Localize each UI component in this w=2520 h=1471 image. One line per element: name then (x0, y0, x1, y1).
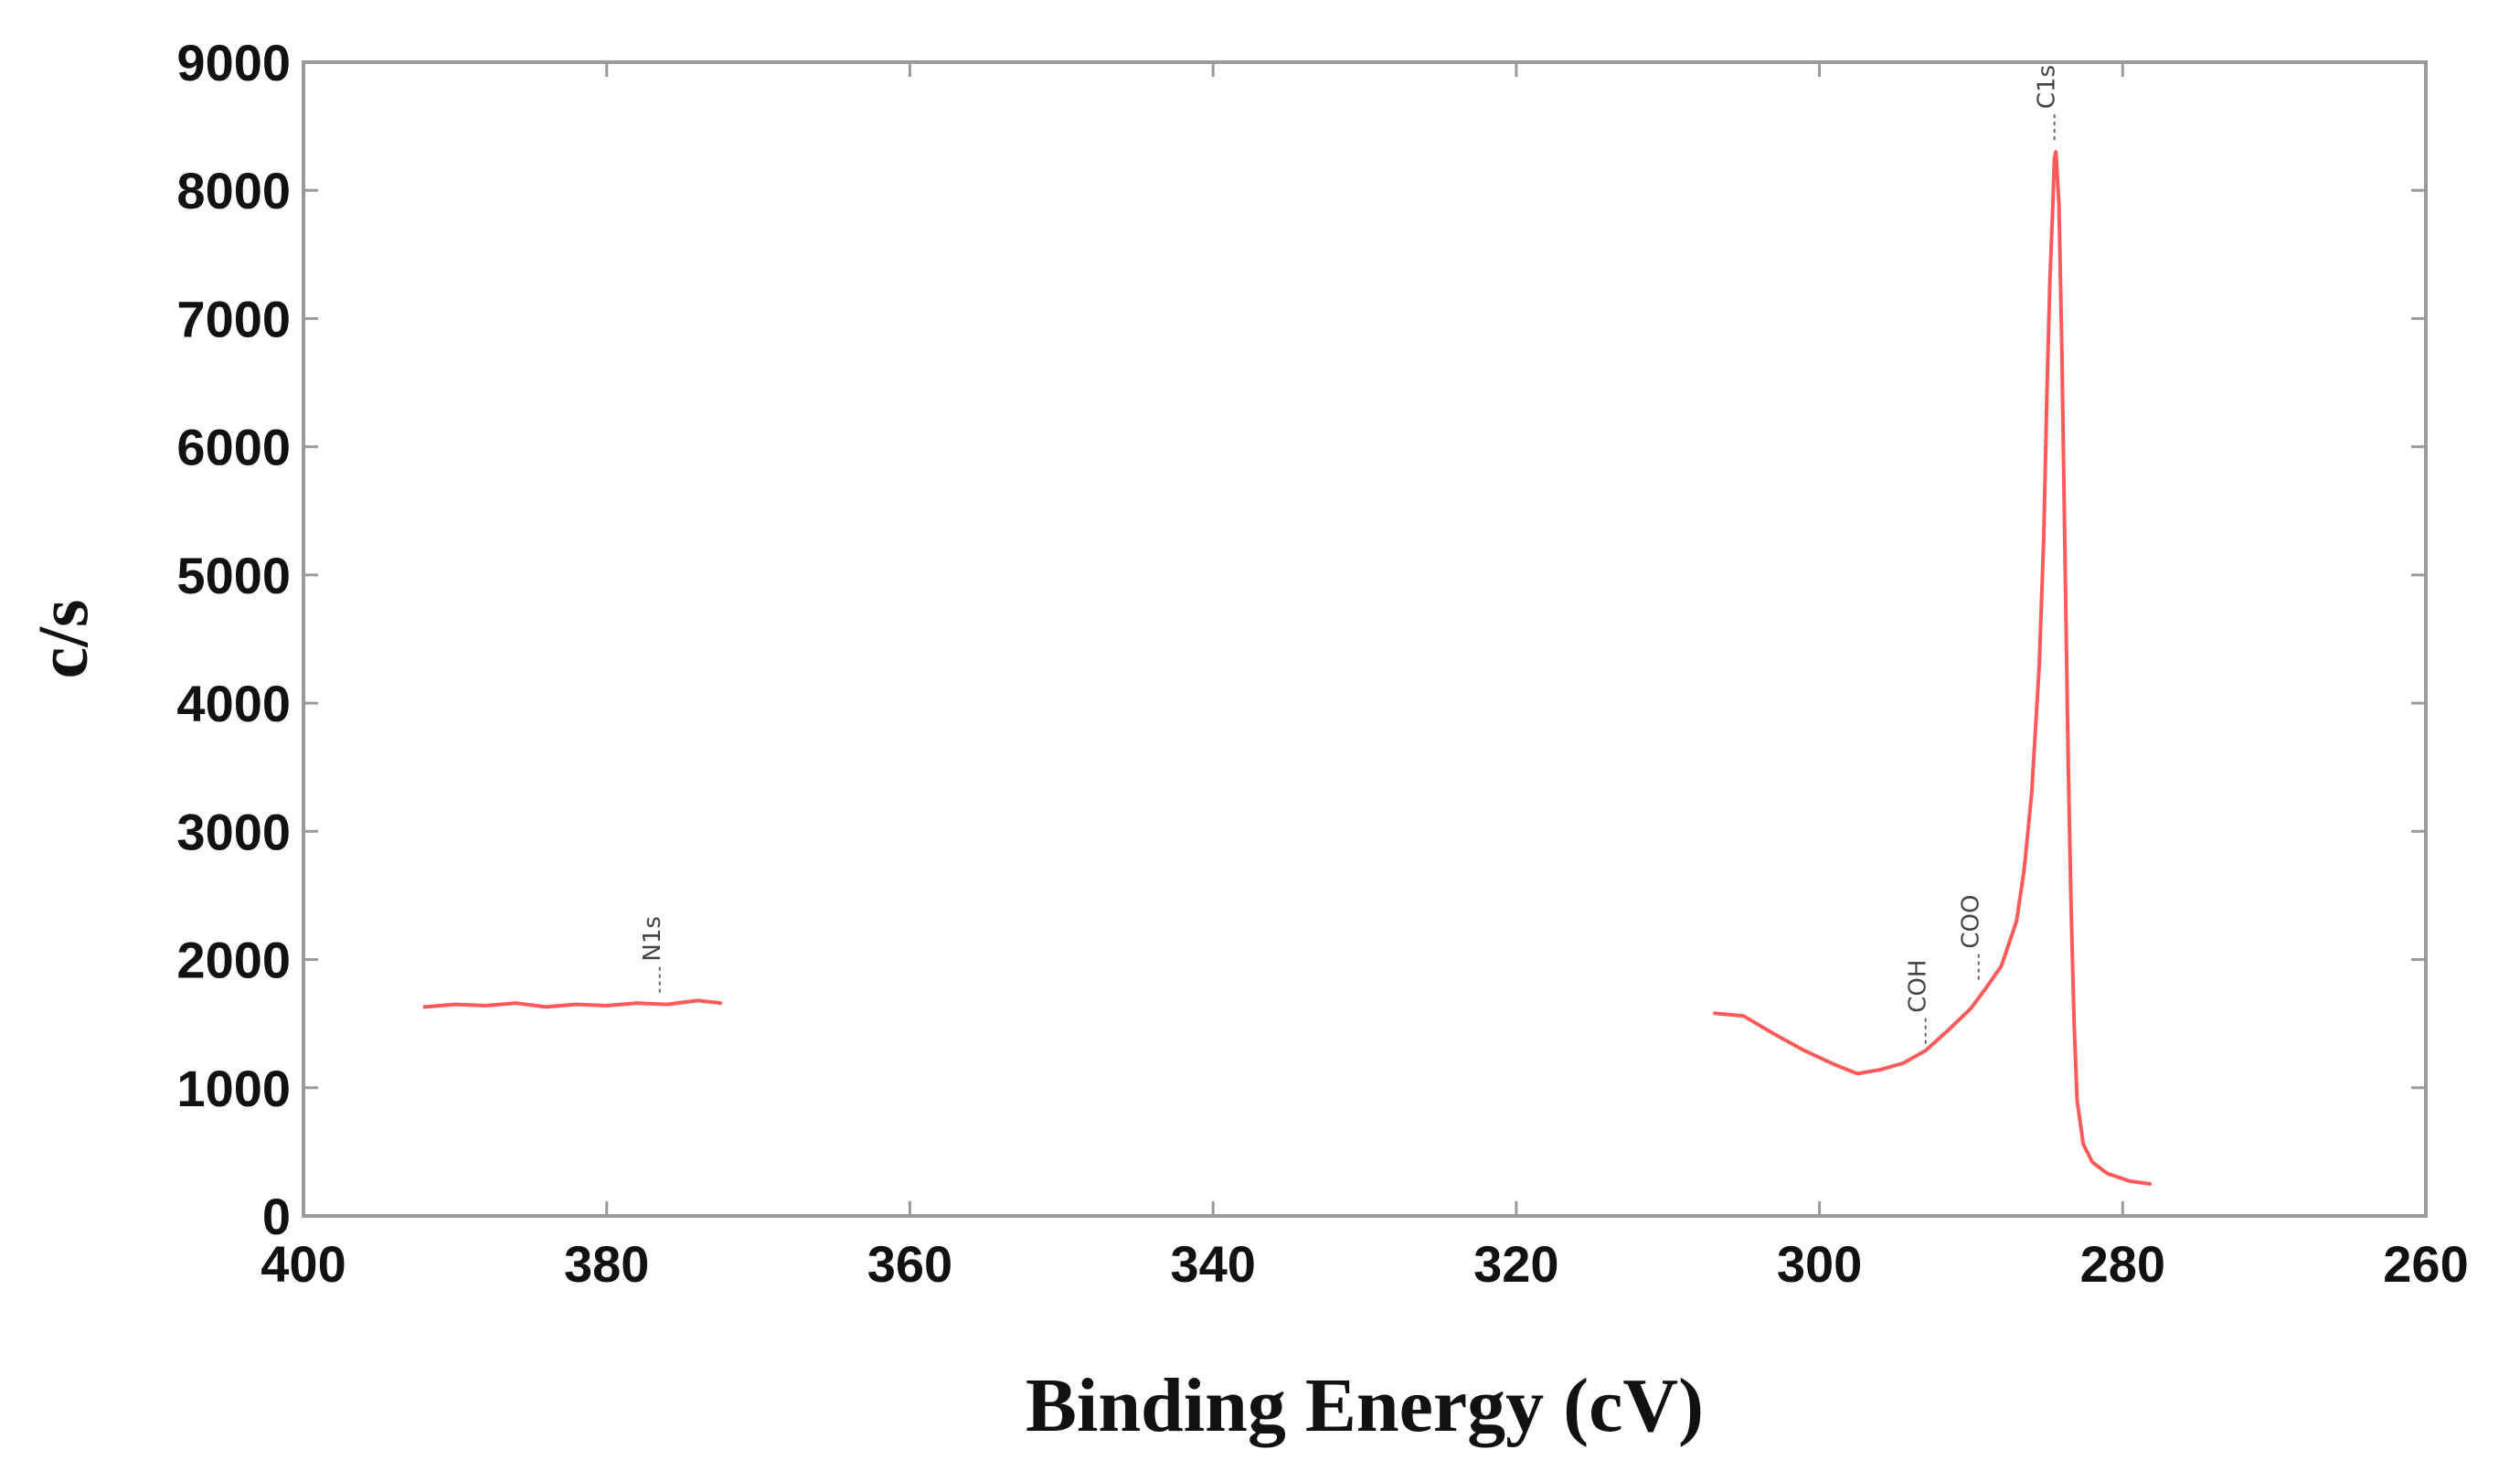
y-tick-label: 0 (262, 1188, 291, 1245)
series-layer (422, 150, 2153, 1186)
peak-annotation: COH (1905, 960, 1932, 1013)
series-line-low (422, 998, 723, 1009)
x-tick-label: 280 (2080, 1235, 2165, 1293)
peak-annotation: N1s (639, 916, 666, 962)
y-tick-label: 8000 (176, 162, 291, 219)
y-tick-label: 7000 (176, 290, 291, 347)
x-axis-label: Binding Energy (cV) (1026, 1363, 1704, 1448)
x-tick-label: 380 (564, 1235, 649, 1293)
series-line-high (1713, 150, 2153, 1186)
peak-annotation: COO (1958, 895, 1985, 949)
annotation-layer: N1s C1s COO COH (639, 65, 2061, 1044)
peak-annotation: C1s (2034, 65, 2061, 109)
x-tick-label: 400 (261, 1235, 346, 1293)
x-tick-label: 300 (1777, 1235, 1862, 1293)
plot-frame (302, 60, 2428, 1218)
y-axis-ticks: 0 1000 2000 3000 4000 5000 6000 7000 8000 9000 (176, 34, 2426, 1245)
x-tick-label: 360 (867, 1235, 952, 1293)
x-axis-ticks: 400 380 360 340 320 300 280 260 (261, 62, 2469, 1293)
y-tick-label: 2000 (176, 932, 291, 989)
y-tick-label: 1000 (176, 1060, 291, 1117)
x-tick-label: 340 (1170, 1235, 1255, 1293)
x-tick-label: 260 (2383, 1235, 2468, 1293)
y-axis-label: c/s (23, 600, 102, 679)
y-tick-label: 3000 (176, 803, 291, 860)
y-tick-label: 5000 (176, 547, 291, 604)
y-tick-label: 9000 (176, 34, 291, 91)
y-tick-label: 6000 (176, 419, 291, 476)
x-tick-label: 320 (1473, 1235, 1558, 1293)
y-tick-label: 4000 (176, 675, 291, 732)
